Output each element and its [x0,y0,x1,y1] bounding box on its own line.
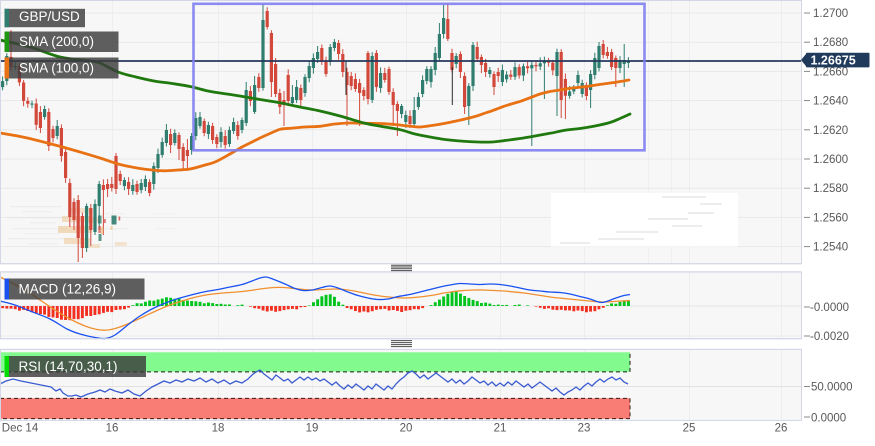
svg-text:1.2580: 1.2580 [813,183,848,195]
svg-text:-0.0020: -0.0020 [810,331,849,343]
svg-text:Dec 14: Dec 14 [2,423,39,435]
svg-text:SMA (100,0): SMA (100,0) [19,61,94,76]
svg-text:1.2560: 1.2560 [813,212,848,224]
svg-text:16: 16 [106,423,119,435]
svg-text:21: 21 [494,423,507,435]
svg-text:1.2680: 1.2680 [813,37,848,49]
svg-text:19: 19 [306,423,319,435]
svg-text:20: 20 [400,423,413,435]
svg-text:1.2600: 1.2600 [813,154,848,166]
svg-text:0.0000: 0.0000 [811,413,846,425]
svg-text:1.2660: 1.2660 [813,66,848,78]
svg-text:1.2620: 1.2620 [813,125,848,137]
svg-text:SMA (200,0): SMA (200,0) [19,34,94,49]
svg-text:1.2700: 1.2700 [813,8,848,20]
svg-text:RSI (14,70,30,1): RSI (14,70,30,1) [19,359,118,374]
svg-text:1.2640: 1.2640 [813,96,848,108]
svg-text:MACD (12,26,9): MACD (12,26,9) [19,282,117,297]
svg-text:50.0000: 50.0000 [811,382,853,394]
svg-text:25: 25 [683,423,696,435]
svg-text:18: 18 [212,423,225,435]
svg-text:23: 23 [578,423,591,435]
svg-text:GBP/USD: GBP/USD [19,9,80,24]
svg-text:26: 26 [775,423,788,435]
svg-text:-0.0000: -0.0000 [810,302,849,314]
svg-text:1.26675: 1.26675 [811,53,856,67]
svg-text:1.2540: 1.2540 [813,242,848,254]
